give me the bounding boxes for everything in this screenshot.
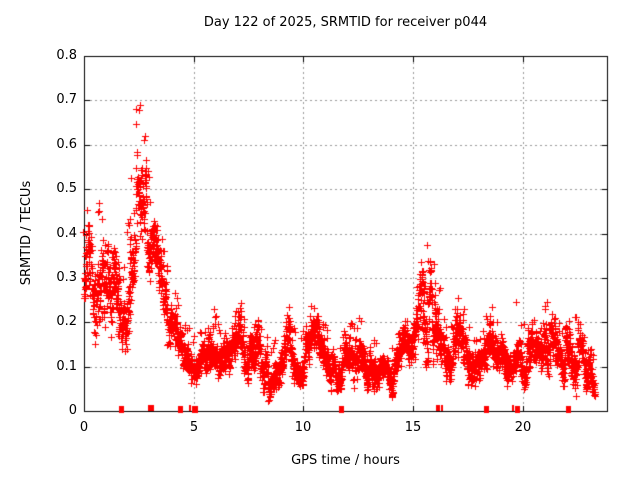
x-tick-label: 15	[404, 420, 422, 435]
chart-title: Day 122 of 2025, SRMTID for receiver p04…	[203, 15, 488, 30]
y-tick-label: 0.2	[56, 314, 77, 329]
y-tick-label: 0.3	[56, 270, 77, 285]
y-tick-label: 0.8	[56, 48, 77, 63]
y-tick-label: 0.7	[56, 92, 77, 107]
y-tick-label: 0.5	[56, 181, 77, 196]
x-axis-label: GPS time / hours	[291, 453, 400, 468]
y-tick-label: 0	[68, 403, 77, 418]
x-tick-label: 5	[189, 420, 199, 435]
x-tick-label: 10	[294, 420, 312, 435]
x-tick-label: 0	[79, 420, 89, 435]
y-tick-label: 0.1	[56, 359, 77, 374]
y-tick-label: 0.4	[56, 226, 77, 241]
x-tick-label: 20	[514, 420, 532, 435]
y-tick-label: 0.6	[56, 137, 77, 152]
